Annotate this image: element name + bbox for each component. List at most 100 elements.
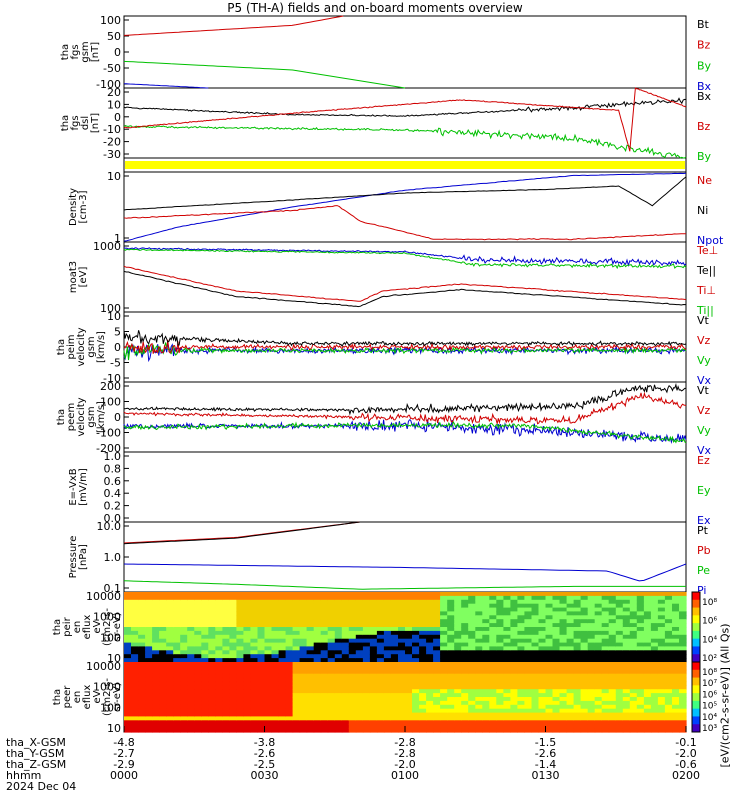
ylabel-peem-vel: gsm xyxy=(86,406,97,427)
ylabel-pressure: [nPa] xyxy=(78,544,89,570)
series-bz-dsl xyxy=(123,87,687,152)
footer-row-label: tha_Z-GSM xyxy=(6,758,67,771)
legend-vy: Vy xyxy=(697,424,711,437)
colorbar-tick: 10⁴ xyxy=(702,635,717,645)
ytick-label: -100 xyxy=(96,427,121,440)
ylabel-peem-vel: peem xyxy=(66,403,77,431)
legend-ne: Ne xyxy=(697,174,712,187)
colorbar-segment xyxy=(692,630,700,640)
colorbar-tick: 10⁶ xyxy=(702,690,717,700)
ytick-label: 100 xyxy=(100,302,121,315)
colorbar-segment xyxy=(692,716,700,725)
ylabel-peem-vel: velocity xyxy=(76,397,87,436)
series-vy-peim xyxy=(123,342,687,361)
series-ti-par xyxy=(123,248,687,270)
ytick-label: 0 xyxy=(114,111,121,124)
colorbar-segment xyxy=(692,708,700,717)
series-te-par xyxy=(123,270,687,308)
colorbar-label: [eV/(cm2-s-sr-eV)] (All Qs) xyxy=(708,592,742,798)
footer-row-label: hhmm xyxy=(6,769,42,782)
spectrogram-peer xyxy=(124,662,687,733)
ytick-label: 1000 xyxy=(93,611,121,624)
ytick-label: 10 xyxy=(107,652,121,665)
colorbar-segment xyxy=(692,599,700,609)
series-vz-peem xyxy=(123,391,687,425)
series-pb xyxy=(123,521,361,544)
ylabel-temp: moat3 xyxy=(68,261,79,293)
ytick-label: 10 xyxy=(107,170,121,183)
colorbar-segment xyxy=(692,654,700,663)
ytick-label: 0.8 xyxy=(104,462,122,475)
ytick-label: 10 xyxy=(107,98,121,111)
footer-row-label: tha_X-GSM xyxy=(6,736,66,749)
footer-value: -2.7 xyxy=(113,747,135,760)
colorbar-segment xyxy=(692,685,700,694)
ytick-label: -20 xyxy=(103,136,121,149)
panel-frame-pressure xyxy=(123,521,687,593)
series-by-gsm xyxy=(123,60,406,89)
ytick-label: 10 xyxy=(107,310,121,323)
ytick-label: 20 xyxy=(107,86,121,99)
ylabel-peir: eflux xyxy=(82,615,93,640)
ylabel-fgs-dsl: tha xyxy=(60,115,71,131)
legend-vt: Vt xyxy=(697,314,710,327)
ytick-label: 10000 xyxy=(86,660,121,673)
ylabel-peim-vel: [km/s] xyxy=(96,331,107,363)
ylabel-temp: [eV] xyxy=(78,267,89,288)
footer-value: -0.6 xyxy=(675,758,697,771)
page-title: P5 (TH-A) fields and on-board moments ov… xyxy=(227,1,523,15)
footer-value: -2.8 xyxy=(394,747,416,760)
ytick-label: -50 xyxy=(103,62,121,75)
legend-bz: Bz xyxy=(697,39,711,52)
series-bx-gsm xyxy=(123,83,209,89)
footer-value: -2.8 xyxy=(394,736,416,749)
colorbar-segment xyxy=(692,638,700,647)
ylabel-fgs-gsm: tha xyxy=(60,44,71,60)
panel-frame-fgs-dsl xyxy=(123,87,687,159)
colorbar-segment xyxy=(692,607,700,616)
ytick-label: 0.1 xyxy=(104,582,122,595)
ytick-label: 100 xyxy=(100,701,121,714)
ylabel-efield: [mV/m] xyxy=(78,468,89,506)
ytick-label: 0.6 xyxy=(104,475,122,488)
ytick-label: -200 xyxy=(96,442,121,455)
ylabel-peir: eV xyxy=(92,620,103,633)
series-ni xyxy=(123,176,687,211)
ytick-label: -5 xyxy=(110,357,121,370)
ylabel-fgs-dsl: [nT] xyxy=(90,113,101,133)
ytick-label: -30 xyxy=(103,148,121,161)
ytick-label: -10 xyxy=(103,372,121,385)
colorbar-segment xyxy=(692,592,700,601)
ytick-label: 100 xyxy=(100,631,121,644)
legend-ti⊥: Ti⊥ xyxy=(696,284,716,297)
ytick-label: -10 xyxy=(103,123,121,136)
legend-ey: Ey xyxy=(697,484,711,497)
series-ti-perp xyxy=(123,247,687,267)
ytick-label: 100 xyxy=(100,14,121,27)
series-vx-peem xyxy=(123,419,687,444)
colorbar-tick: 10⁷ xyxy=(702,679,717,689)
ylabel-peir: tha xyxy=(52,619,63,635)
legend-bz: Bz xyxy=(697,120,711,133)
legend-vz: Vz xyxy=(697,334,711,347)
ytick-label: 200 xyxy=(100,380,121,393)
legend-vx: Vx xyxy=(697,374,712,387)
ytick-label: 100 xyxy=(100,396,121,409)
footer-value: -2.0 xyxy=(394,758,416,771)
colorbar-segment xyxy=(692,693,700,702)
ylabel-efield: E=-VxB xyxy=(68,468,79,505)
colorbar-label-text: [eV/(cm2-s-sr-eV)] (All Qs) xyxy=(718,622,732,768)
legend-vt: Vt xyxy=(697,384,710,397)
legend-te⊥: Te⊥ xyxy=(696,244,718,257)
legend-bx: Bx xyxy=(697,80,712,93)
ylabel-peir: (cm2-s- xyxy=(102,608,113,646)
spectrogram-peir xyxy=(124,592,687,663)
footer-value: -2.6 xyxy=(253,747,276,760)
series-pe xyxy=(123,580,686,590)
ytick-label: 50 xyxy=(107,30,121,43)
legend-pi: Pi xyxy=(697,584,706,597)
footer-value: -0.1 xyxy=(675,736,697,749)
ylabel-fgs-dsl: fgs xyxy=(70,115,81,130)
ytick-label: 1000 xyxy=(93,240,121,253)
